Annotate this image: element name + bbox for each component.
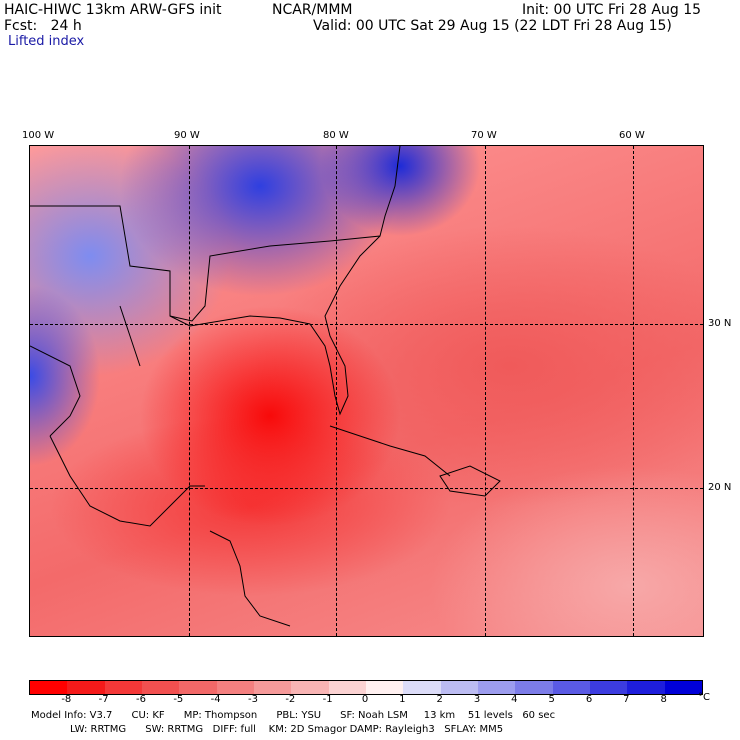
color-swatch (440, 681, 478, 694)
lifted-index-map (29, 145, 704, 637)
color-swatch (291, 681, 329, 694)
color-scale-tick-label: 1 (399, 694, 406, 705)
lat-label-20n: 20 N (708, 482, 732, 493)
color-swatch (552, 681, 590, 694)
grid-line-90w (189, 146, 190, 636)
grid-line-20n (30, 488, 703, 489)
color-scale-tick-label: -8 (61, 694, 72, 705)
organization-label: NCAR/MMM (272, 2, 353, 18)
field-name: Lifted index (8, 34, 85, 49)
valid-time: Valid: 00 UTC Sat 29 Aug 15 (22 LDT Fri … (313, 18, 672, 34)
color-swatch (104, 681, 142, 694)
color-scale-tick-label: -3 (248, 694, 258, 705)
color-scale-bar (29, 680, 703, 695)
color-scale-tick-label: -7 (98, 694, 109, 705)
model-title: HAIC-HIWC 13km ARW-GFS init (4, 2, 222, 18)
color-swatch (403, 681, 441, 694)
lon-label-80w: 80 W (323, 130, 349, 141)
color-swatch (67, 681, 105, 694)
color-scale-unit: °C (698, 692, 710, 703)
coastline-outlines (30, 146, 501, 627)
color-scale-tick-label: 6 (585, 694, 593, 705)
color-scale-tick-label: 4 (511, 694, 518, 705)
color-swatch (365, 681, 404, 694)
grid-line-30n (30, 324, 703, 325)
grid-line-60w (633, 146, 634, 636)
color-scale-tick-label: 8 (660, 694, 667, 705)
color-scale-tick-label: 7 (623, 694, 630, 705)
model-info-line-1: Model Info: V3.7 CU: KF MP: Thompson PBL… (31, 710, 556, 721)
color-swatch (253, 681, 292, 694)
color-scale-tick-label: -2 (285, 694, 296, 705)
model-info-line-2: LW: RRTMG SW: RRTMG DIFF: full KM: 2D Sm… (70, 724, 504, 735)
color-swatch (589, 681, 628, 694)
lon-label-60w: 60 W (619, 130, 645, 141)
color-scale-tick-label: -1 (322, 694, 333, 705)
color-scale-tick-label: 3 (473, 694, 481, 705)
color-scale-tick-label: 2 (436, 694, 443, 705)
grid-line-80w (336, 146, 337, 636)
color-swatch (328, 681, 366, 694)
color-swatch (664, 681, 702, 694)
lat-label-30n: 30 N (708, 318, 732, 329)
lon-label-90w: 90 W (174, 130, 200, 141)
init-time: Init: 00 UTC Fri 28 Aug 15 (522, 2, 702, 18)
lon-label-100w: 100 W (22, 130, 55, 141)
color-scale-tick-label: -4 (210, 694, 221, 705)
color-swatch (141, 681, 180, 694)
lon-label-70w: 70 W (471, 130, 497, 141)
forecast-hour: Fcst: 24 h (4, 18, 82, 34)
grid-line-70w (485, 146, 486, 636)
color-swatch (627, 681, 665, 694)
color-swatch (30, 681, 68, 694)
color-scale-tick-label: -6 (136, 694, 146, 705)
color-swatch (216, 681, 254, 694)
color-swatch (179, 681, 217, 694)
color-swatch (477, 681, 516, 694)
color-scale-tick-label: -5 (173, 694, 184, 705)
color-swatch (515, 681, 553, 694)
color-scale-tick-label: 5 (548, 694, 555, 705)
color-scale-tick-label: 0 (361, 694, 369, 705)
